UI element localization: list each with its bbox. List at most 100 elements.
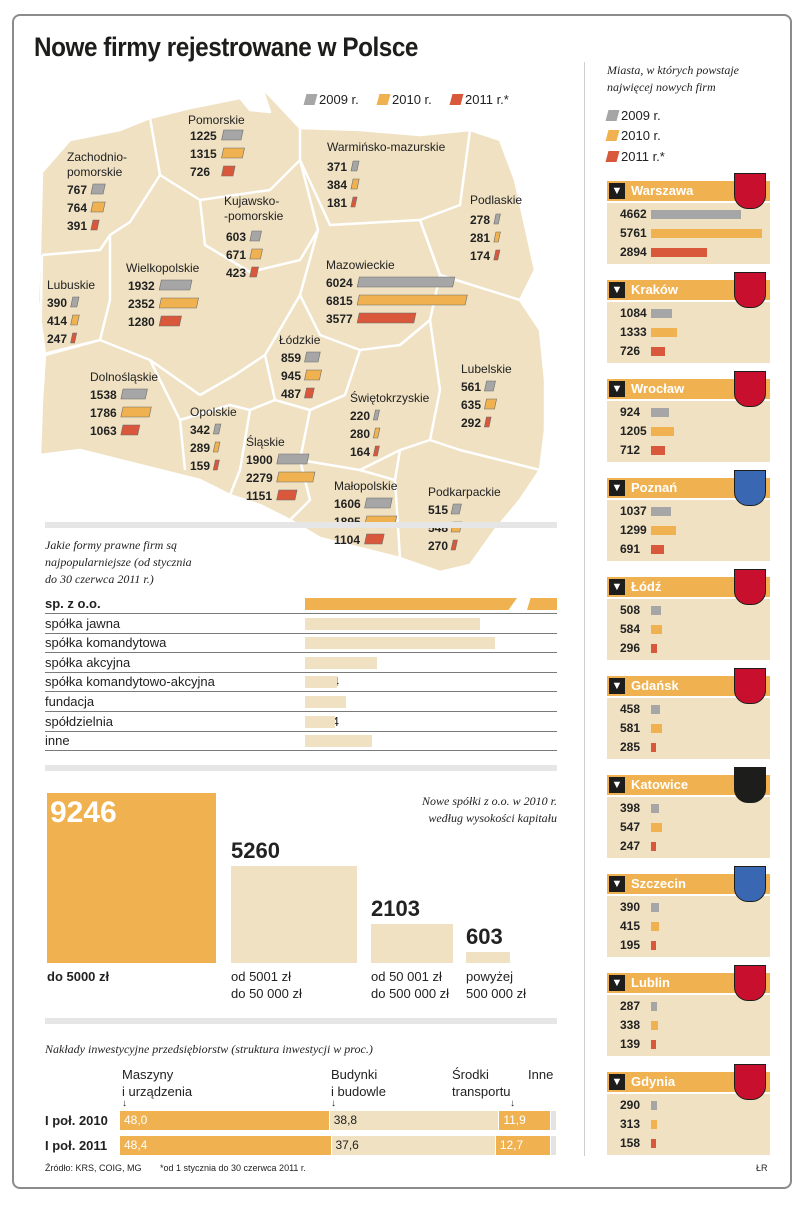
legal-row: spółka komandytowo-akcyjna154 <box>45 673 557 693</box>
legal-row: spółka jawna846 <box>45 615 557 634</box>
region-value: 270 <box>428 539 448 553</box>
investment-segment <box>551 1111 556 1130</box>
region-value: 767 <box>67 183 87 197</box>
region-bar <box>304 369 322 381</box>
border-swietokrzyskie <box>299 319 431 472</box>
region-label: Kujawsko- <box>224 194 279 208</box>
city-bar <box>651 328 677 337</box>
region-value: 3577 <box>326 312 353 326</box>
section-separator-investment <box>45 1018 557 1024</box>
city-coat-of-arms-icon <box>734 470 766 506</box>
city-bar <box>651 210 741 219</box>
city-value: 1333 <box>620 325 647 339</box>
capital-label-line2: 500 000 zł <box>466 986 526 1001</box>
legal-row: spółka akcyjna345 <box>45 654 557 673</box>
row-line <box>45 711 557 712</box>
investment-segment: 48,0 <box>120 1111 329 1130</box>
region-bar <box>350 196 358 208</box>
region-bar <box>249 230 262 242</box>
capital-label: powyżej <box>466 969 513 984</box>
region-bar <box>484 398 497 410</box>
legal-row: sp. z o.o.8763 <box>45 595 557 614</box>
city-name: Gdynia <box>631 1074 676 1089</box>
city-bar <box>651 1040 656 1049</box>
legal-label: spółdzielnia <box>45 713 113 729</box>
city-value: 458 <box>620 702 641 716</box>
region-value: 384 <box>327 178 347 192</box>
chevron-down-icon: ▼ <box>609 282 625 298</box>
capital-label: od 50 001 zł <box>371 969 442 984</box>
investment-segment: 11,9 <box>499 1111 551 1130</box>
city-value: 2894 <box>620 245 647 259</box>
section-separator-legal <box>45 522 557 528</box>
city-header: ▼ Szczecin <box>607 874 770 894</box>
legal-row: inne323 <box>45 732 557 752</box>
city-bar <box>651 1120 658 1129</box>
region-label: Podkarpackie <box>428 485 501 499</box>
row-line <box>45 671 557 673</box>
city-value: 581 <box>620 721 641 735</box>
chevron-down-icon: ▼ <box>609 678 625 694</box>
region-value: 1063 <box>90 424 117 438</box>
cities-legend-2009: 2009 r. <box>605 108 661 123</box>
region-value: 342 <box>190 423 210 437</box>
city-value: 924 <box>620 405 641 419</box>
investment-segment: 38,8 <box>329 1111 499 1130</box>
city-value: 195 <box>620 938 641 952</box>
region-label-line2: pomorskie <box>67 165 123 179</box>
capital-label: do 5000 zł <box>47 969 110 984</box>
city-value: 390 <box>620 900 641 914</box>
investment-category: Maszyny <box>122 1067 174 1082</box>
city-name: Łódź <box>631 579 662 594</box>
legal-label: spółka akcyjna <box>45 654 131 670</box>
legal-bar <box>305 637 495 650</box>
border-podlaskie <box>418 219 521 302</box>
region-value: 6024 <box>326 276 353 290</box>
region-value: 561 <box>461 380 481 394</box>
city-bar <box>651 347 665 356</box>
legal-label: spółka komandytowa <box>45 635 167 651</box>
legal-label: sp. z o.o. <box>45 596 101 611</box>
region-value: 289 <box>190 441 210 455</box>
region-value: 1900 <box>246 453 273 467</box>
city-header: ▼ Lublin <box>607 973 770 993</box>
legal-bar-broken-end <box>527 598 557 610</box>
investment-row-label: I poł. 2011 <box>45 1138 108 1153</box>
investment-category: Środki <box>452 1067 489 1082</box>
region-value: 280 <box>350 427 370 441</box>
legal-bar <box>305 735 372 748</box>
capital-title: Nowe spółki z o.o. w 2010 r. według wyso… <box>421 794 557 825</box>
capital-bar <box>231 866 357 963</box>
region-value: 220 <box>350 409 370 423</box>
legend-2009: 2009 r. <box>303 92 359 107</box>
city-panel <box>607 401 770 462</box>
city-panel <box>607 1094 770 1155</box>
city-coat-of-arms-icon <box>734 173 766 209</box>
region-value: 174 <box>470 249 490 263</box>
region-bar <box>450 539 458 551</box>
region-bar <box>350 178 360 190</box>
city-coat-of-arms-icon <box>734 965 766 1001</box>
region-bar <box>373 409 380 421</box>
city-bar <box>651 823 662 832</box>
region-bar <box>304 351 321 363</box>
city-name: Kraków <box>631 282 678 297</box>
investment-category: Budynki <box>331 1067 378 1082</box>
city-coat-of-arms-icon <box>734 866 766 902</box>
city-bar <box>651 1021 658 1030</box>
poland-map: Pomorskie 1225 1315 726 Zachodnio-pomorskie 7… <box>36 86 547 574</box>
capital-label: od 5001 zł <box>231 969 291 984</box>
investment-title: Nakłady inwestycyjne przedsiębiorstw (st… <box>45 1042 373 1056</box>
region-value: 515 <box>428 503 448 517</box>
region-bar <box>70 332 78 344</box>
footer-note: *od 1 stycznia do 30 czerwca 2011 r. <box>160 1163 306 1173</box>
chevron-down-icon: ▼ <box>609 579 625 595</box>
city-name: Warszawa <box>631 183 694 198</box>
region-value: 371 <box>327 160 347 174</box>
city-name: Katowice <box>631 777 689 792</box>
border-pomorskie <box>148 117 302 202</box>
region-value: 292 <box>461 416 481 430</box>
region-value: 1786 <box>90 406 117 420</box>
region-bar <box>158 297 199 309</box>
legal-row: spółka komandytowa916 <box>45 634 557 654</box>
